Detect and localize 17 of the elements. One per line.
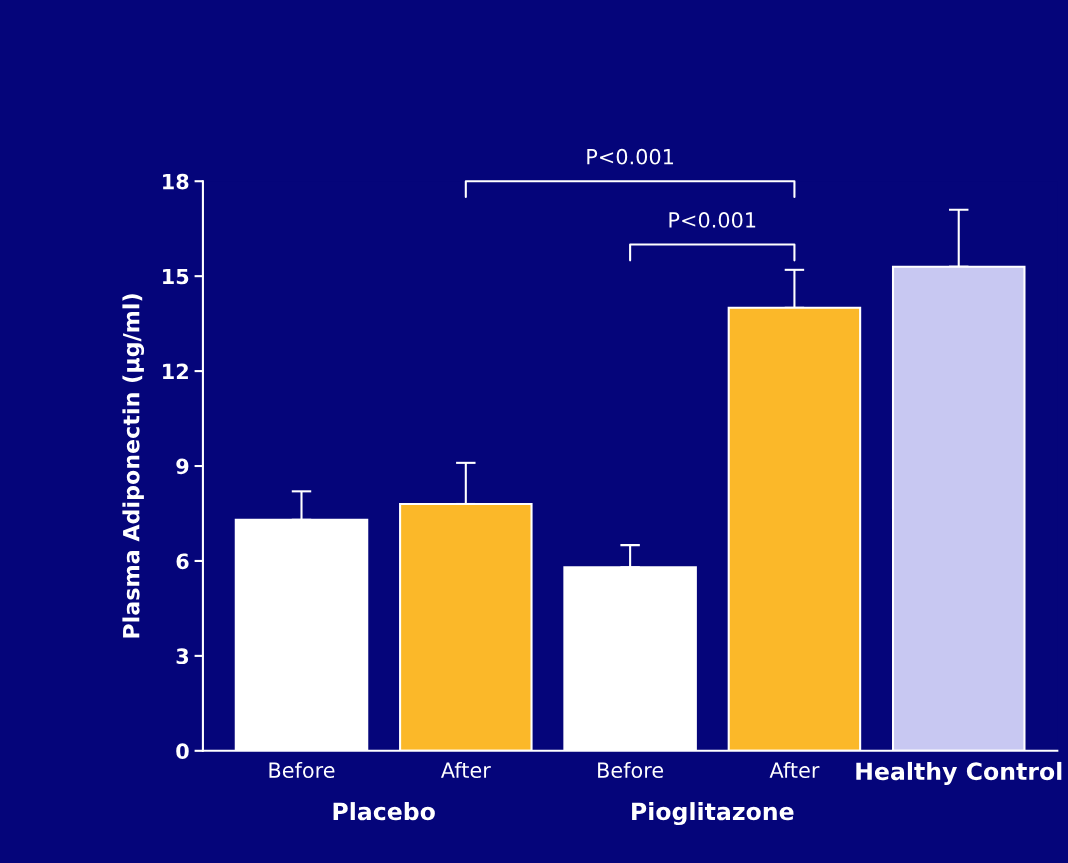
y-tick-label: 3 <box>176 648 189 665</box>
y-tick-label: 6 <box>176 553 189 570</box>
y-tick-label: 15 <box>163 268 189 285</box>
annotation: P<0.001 <box>669 212 756 228</box>
y-axis-title: Plasma Adiponectin (μg/ml) <box>122 294 145 638</box>
text: Placebo <box>333 802 435 821</box>
y-tick-label: 12 <box>163 363 188 380</box>
x-tick-label: Before <box>269 761 335 779</box>
x-tick-label: After <box>440 761 491 779</box>
x-tick-label: Before <box>598 761 664 779</box>
y-tick-label: 9 <box>176 458 189 475</box>
x-tick-label: After <box>769 761 820 779</box>
y-tick-label: 18 <box>163 173 189 190</box>
y-tick-label: 0 <box>176 743 189 760</box>
text: Pioglitazone <box>632 802 794 826</box>
x-tick-label: Healthy Control <box>856 761 1062 785</box>
text: P<0.001 <box>587 148 674 165</box>
